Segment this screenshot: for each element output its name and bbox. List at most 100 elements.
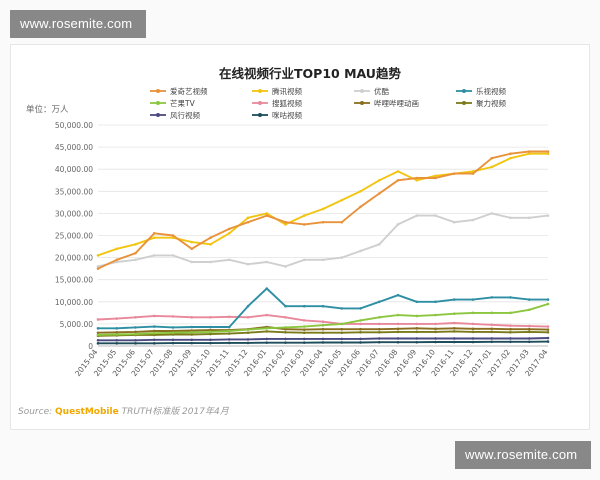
data-point: [265, 214, 269, 217]
data-point: [509, 327, 512, 331]
data-point: [209, 341, 212, 345]
data-point: [490, 337, 494, 340]
data-point: [527, 298, 531, 301]
data-point: [246, 331, 250, 335]
data-point: [434, 176, 437, 180]
data-point: [452, 172, 456, 175]
data-point: [190, 260, 194, 264]
data-point: [96, 333, 100, 337]
data-point: [527, 330, 531, 334]
data-point: [246, 220, 250, 224]
chart-card: [10, 44, 590, 430]
data-point: [340, 341, 344, 344]
data-point: [490, 323, 494, 327]
data-point: [359, 330, 362, 334]
legend-marker: [462, 101, 466, 105]
legend-label: 乐视视频: [476, 86, 506, 96]
data-point: [359, 249, 362, 253]
data-point: [227, 341, 231, 345]
data-point: [96, 254, 100, 257]
data-point: [490, 296, 494, 299]
data-point: [321, 341, 325, 344]
data-point: [209, 332, 212, 336]
data-point: [246, 216, 250, 220]
data-point: [359, 327, 362, 331]
y-tick-label: 25,000.00: [55, 232, 93, 241]
y-tick-label: 50,000.00: [55, 121, 93, 130]
data-point: [265, 260, 269, 264]
source-label: Source:: [18, 407, 53, 417]
data-point: [152, 325, 156, 328]
data-point: [452, 337, 456, 340]
data-point: [527, 216, 531, 220]
data-point: [96, 267, 100, 270]
legend-label: 爱奇艺视频: [170, 86, 208, 96]
data-point: [452, 340, 456, 344]
data-point: [115, 247, 119, 251]
legend-marker: [360, 101, 364, 105]
data-point: [171, 315, 175, 318]
watermark-top: www.rosemite.com: [10, 10, 146, 38]
legend-marker: [156, 113, 160, 117]
data-point: [377, 178, 381, 182]
data-point: [396, 293, 400, 297]
grid: [98, 124, 548, 347]
data-point: [452, 312, 456, 316]
data-point: [134, 258, 137, 262]
legend-label: 搜狐视频: [272, 98, 302, 108]
data-point: [227, 231, 231, 235]
data-point: [471, 311, 475, 315]
data-point: [490, 156, 494, 160]
data-point: [284, 330, 287, 334]
legend-marker: [258, 113, 262, 117]
data-point: [527, 340, 531, 344]
data-point: [190, 338, 194, 342]
data-point: [546, 150, 550, 153]
data-point: [134, 332, 137, 336]
data-point: [359, 337, 362, 341]
data-point: [490, 212, 494, 215]
data-point: [340, 307, 344, 310]
data-point: [340, 337, 344, 341]
data-point: [246, 315, 250, 319]
data-point: [415, 178, 419, 182]
data-point: [452, 330, 456, 333]
y-tick-label: 0: [88, 342, 93, 351]
data-point: [134, 315, 137, 319]
data-point: [396, 337, 400, 340]
data-point: [546, 152, 550, 156]
data-point: [96, 342, 100, 345]
data-point: [377, 330, 381, 334]
data-point: [396, 340, 400, 344]
legend-label: 风行视频: [170, 110, 200, 120]
data-point: [527, 152, 531, 156]
data-point: [546, 340, 550, 343]
data-point: [434, 313, 437, 317]
data-point: [377, 337, 381, 340]
data-point: [115, 258, 119, 262]
data-point: [490, 311, 494, 315]
data-point: [302, 328, 306, 331]
data-point: [190, 315, 194, 319]
data-point: [359, 190, 362, 193]
y-tick-label: 35,000.00: [55, 187, 93, 196]
data-point: [377, 340, 381, 344]
data-point: [209, 325, 212, 329]
data-point: [134, 330, 137, 334]
data-point: [284, 220, 287, 224]
data-point: [340, 256, 344, 259]
legend-label: 哔哩哔哩动画: [374, 98, 419, 108]
data-point: [546, 330, 550, 334]
data-point: [434, 174, 437, 178]
data-point: [321, 323, 325, 327]
data-point: [452, 298, 456, 301]
data-point: [509, 152, 512, 156]
data-point: [265, 212, 269, 215]
data-point: [546, 328, 550, 331]
data-point: [115, 338, 119, 342]
data-point: [396, 170, 400, 173]
data-point: [321, 207, 325, 211]
data-point: [134, 243, 137, 246]
data-point: [377, 327, 381, 331]
data-point: [527, 308, 531, 312]
